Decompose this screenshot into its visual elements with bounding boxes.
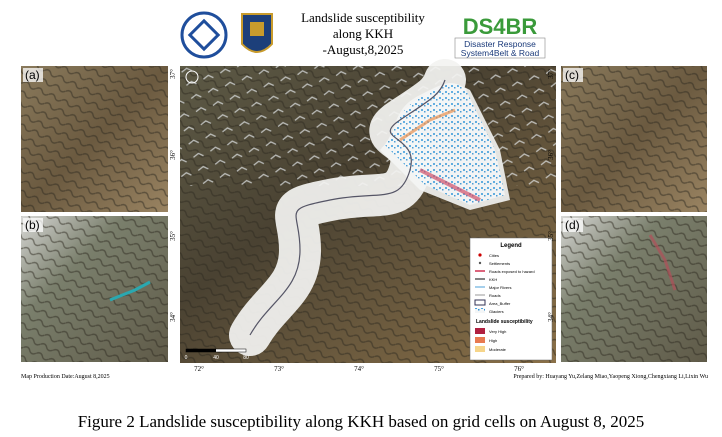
landslide-strip: [648, 234, 677, 291]
scale-label: 40: [213, 355, 219, 361]
longitude-label: 74°: [354, 365, 364, 373]
header: Landslide susceptibility along KKH -Augu…: [180, 10, 546, 59]
university-logo: [180, 11, 228, 59]
high-susceptibility: [419, 168, 481, 202]
label-bg: [23, 68, 43, 82]
legend: Legend Cities Settlements Roads exposed …: [469, 237, 553, 361]
legend-title: Legend: [500, 243, 522, 249]
longitude-label: 76°: [514, 365, 524, 373]
legend-swatch: [475, 346, 485, 352]
latitude-label: 36°: [547, 150, 555, 160]
label-bg: [563, 68, 583, 82]
panel-label: (a): [25, 68, 40, 82]
latitude-label: 34°: [169, 312, 177, 322]
legend-symbol: [478, 253, 482, 257]
label-bg: [563, 218, 583, 232]
longitude-label: 73°: [274, 365, 284, 373]
legend-swatch: [475, 337, 485, 343]
panel-label: (b): [25, 218, 40, 232]
legend-symbol: [475, 308, 485, 313]
legend-item: Cities: [489, 253, 499, 258]
legend-subtitle: Landslide susceptibility: [476, 319, 533, 325]
legend-item: Settlements: [489, 261, 510, 266]
longitude-label: 72°: [194, 365, 204, 373]
side-panels: (a) (b) (c) (d): [21, 66, 707, 362]
production-date: Map Production Date:August 8,2025: [21, 374, 110, 380]
panel-texture: [21, 216, 168, 362]
title-line: Landslide susceptibility: [301, 10, 425, 25]
glaciers: [385, 83, 505, 205]
legend-item: Roads exposed to hazard: [489, 269, 535, 274]
longitude-label: 75°: [434, 365, 444, 373]
lake: [109, 280, 151, 302]
panel-label: (c): [565, 68, 579, 82]
scale-label: 0: [185, 355, 188, 361]
latitude-label: 37°: [169, 69, 177, 79]
title-line: -August,8,2025: [323, 42, 404, 57]
prepared-by: Prepared by: Huayang Yu,Zelang Miao,Yaop…: [513, 374, 708, 380]
coordinates: 37° 37° 36° 36° 35° 35° 34° 34° 72° 73° 74° 75° 76°: [169, 69, 555, 373]
logo-mark: [187, 18, 221, 52]
org-box: [454, 37, 546, 59]
legend-item: Roads: [489, 293, 501, 298]
scale-label: 80: [243, 355, 249, 361]
legend-swatch: [475, 328, 485, 334]
main-map: 0 40 80 Legend Cities Settlements Roads …: [180, 59, 556, 363]
org-line: Disaster Response: [464, 39, 536, 49]
legend-symbol: [478, 261, 482, 265]
kkh-road: [249, 79, 446, 336]
panel-texture: [561, 66, 707, 212]
org-line: System4Belt & Road: [461, 48, 540, 58]
legend-item: Moderate: [489, 347, 507, 352]
north-arrow: [185, 70, 199, 84]
scale-bar-segment: [186, 349, 216, 352]
latitude-label: 37°: [547, 69, 555, 79]
legend-item: Very High: [489, 329, 506, 334]
panel-label: (d): [565, 218, 580, 232]
latitude-label: 36°: [169, 150, 177, 160]
moderate-susceptibility: [399, 108, 456, 142]
crest-mark: [250, 22, 264, 36]
latitude-label: 34°: [547, 312, 555, 322]
latitude-label: 35°: [547, 231, 555, 241]
org-logo: DS4BR: [463, 14, 538, 39]
legend-item: Glaciers: [489, 309, 504, 314]
title-line: along KKH: [333, 26, 393, 41]
caption: Figure 2 Landslide susceptibility along …: [78, 412, 645, 431]
legend-item: Major Rivers: [489, 285, 511, 290]
legend-item: KKH: [489, 277, 497, 282]
legend-symbol: [474, 299, 486, 306]
panel-texture: [21, 66, 168, 212]
latitude-label: 35°: [169, 231, 177, 241]
legend-item: High: [489, 338, 497, 343]
panel-texture: [561, 216, 707, 362]
label-bg: [23, 218, 43, 232]
legend-item: Area_Buffer: [489, 301, 511, 306]
